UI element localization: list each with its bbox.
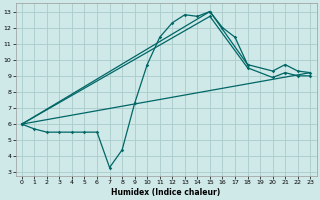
X-axis label: Humidex (Indice chaleur): Humidex (Indice chaleur): [111, 188, 221, 197]
